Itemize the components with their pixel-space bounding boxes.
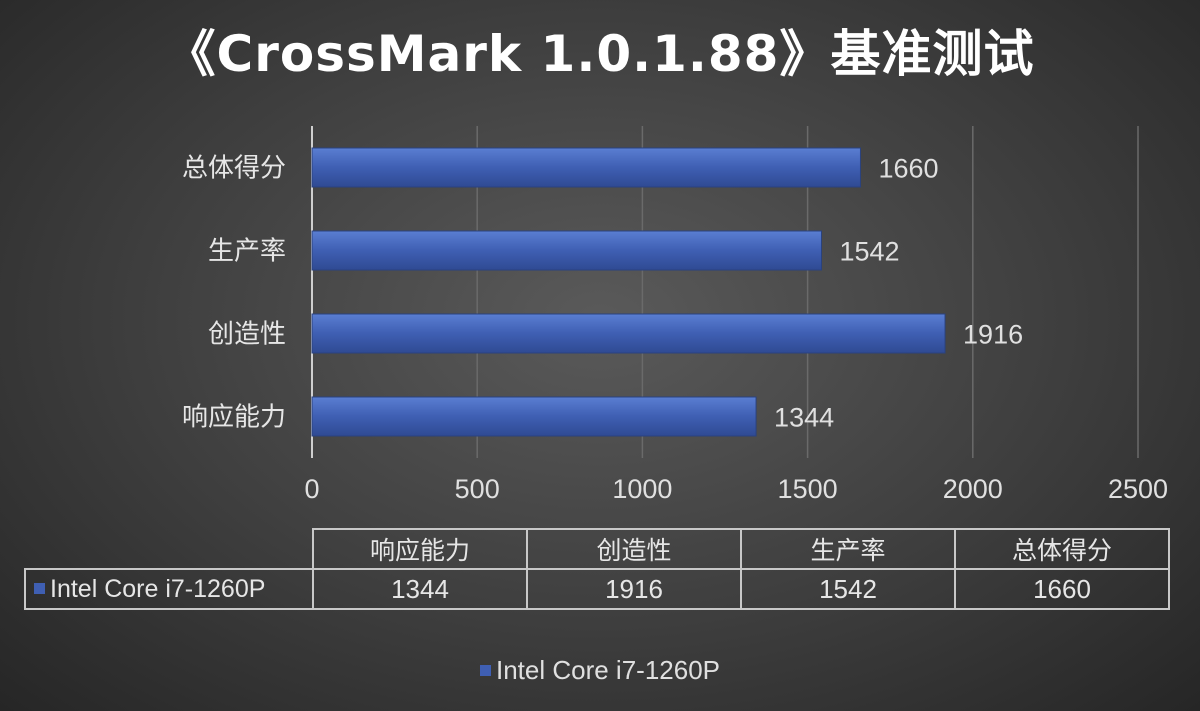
data-label: 1344 (774, 403, 834, 433)
x-tick-label: 1500 (778, 474, 838, 504)
data-table: 响应能力 创造性 生产率 总体得分 Intel Core i7-1260P 13… (24, 528, 1170, 610)
data-table-cell: 1916 (526, 568, 742, 610)
data-table-series-name: Intel Core i7-1260P (50, 574, 266, 603)
legend-label: Intel Core i7-1260P (495, 655, 721, 685)
x-tick-label: 0 (304, 474, 319, 504)
legend: Intel Core i7-1260P (0, 655, 1200, 686)
data-table-row: Intel Core i7-1260P 1344 1916 1542 1660 (24, 568, 1170, 610)
data-table-cell: 1344 (312, 568, 528, 610)
data-table-header: 响应能力 (312, 528, 528, 570)
data-label: 1542 (839, 237, 899, 267)
data-table-header: 创造性 (526, 528, 742, 570)
bars (311, 147, 946, 437)
x-tick-label: 2500 (1108, 474, 1168, 504)
data-table-header: 总体得分 (954, 528, 1170, 570)
legend-swatch (34, 582, 45, 594)
category-label: 总体得分 (182, 154, 286, 184)
bar (311, 230, 822, 271)
data-table-cell: 1542 (740, 568, 956, 610)
data-label: 1660 (878, 154, 938, 184)
bar (311, 396, 757, 437)
data-table-cell: 1660 (954, 568, 1170, 610)
bar (311, 313, 946, 354)
category-label: 创造性 (208, 320, 286, 350)
data-table-header-row: 响应能力 创造性 生产率 总体得分 (25, 528, 1170, 570)
legend-swatch (479, 665, 491, 676)
x-tick-label: 500 (455, 474, 500, 504)
category-label: 响应能力 (182, 403, 286, 433)
data-label: 1916 (963, 320, 1023, 350)
data-table-header: 生产率 (740, 528, 956, 570)
x-tick-label: 2000 (943, 474, 1003, 504)
bar (311, 147, 861, 188)
labels: 0 500 1000 1500 2000 2500 响应能力 1344 创造性 1916 生产率 15… (182, 154, 1168, 505)
chart-title: 《CrossMark 1.0.1.88》基准测试 (165, 25, 1035, 83)
category-label: 生产率 (208, 237, 286, 267)
x-tick-label: 1000 (612, 474, 672, 504)
data-table-corner (25, 529, 313, 569)
bar-chart: 0 500 1000 1500 2000 2500 响应能力 1344 创造性 1916 生产率 15… (182, 126, 1168, 505)
data-table-row-label: Intel Core i7-1260P (24, 568, 314, 610)
